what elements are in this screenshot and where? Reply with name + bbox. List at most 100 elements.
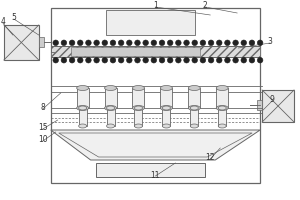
Ellipse shape [134, 124, 142, 128]
Circle shape [151, 40, 157, 46]
Bar [160, 88, 172, 108]
Circle shape [143, 40, 148, 46]
Circle shape [69, 57, 75, 63]
Circle shape [176, 57, 181, 63]
Ellipse shape [134, 106, 142, 110]
Circle shape [233, 40, 239, 46]
Ellipse shape [188, 86, 200, 90]
Bar [218, 108, 226, 126]
Bar [77, 88, 88, 108]
Ellipse shape [218, 124, 226, 128]
Circle shape [257, 57, 263, 63]
Ellipse shape [77, 106, 88, 110]
Bar [134, 108, 142, 126]
Bar [106, 10, 195, 35]
Circle shape [257, 40, 263, 46]
Ellipse shape [216, 106, 228, 110]
Bar [106, 108, 115, 126]
Circle shape [143, 57, 148, 63]
Circle shape [77, 57, 83, 63]
Bar [188, 88, 200, 108]
Bar [39, 37, 44, 47]
Text: 4: 4 [0, 18, 5, 26]
Circle shape [200, 57, 206, 63]
Circle shape [53, 57, 58, 63]
Text: 10: 10 [38, 136, 48, 144]
Circle shape [216, 40, 222, 46]
Circle shape [151, 57, 157, 63]
Ellipse shape [105, 106, 116, 110]
Circle shape [85, 40, 91, 46]
Circle shape [135, 57, 140, 63]
Text: 15: 15 [38, 123, 48, 132]
Text: 11: 11 [151, 170, 160, 180]
Bar [216, 88, 228, 108]
Polygon shape [51, 130, 260, 160]
Circle shape [61, 40, 67, 46]
Circle shape [69, 40, 75, 46]
Circle shape [216, 57, 222, 63]
Ellipse shape [77, 86, 88, 90]
Circle shape [53, 40, 58, 46]
Bar [51, 8, 260, 183]
Bar [105, 88, 116, 108]
Ellipse shape [160, 106, 172, 110]
Circle shape [94, 40, 99, 46]
Ellipse shape [216, 86, 228, 90]
Circle shape [225, 57, 230, 63]
Circle shape [159, 40, 165, 46]
Text: 8: 8 [40, 104, 45, 112]
Bar [4, 25, 39, 60]
Circle shape [200, 40, 206, 46]
Circle shape [85, 57, 91, 63]
Circle shape [241, 57, 247, 63]
Circle shape [135, 40, 140, 46]
Circle shape [118, 57, 124, 63]
Circle shape [127, 40, 132, 46]
Circle shape [249, 57, 255, 63]
Ellipse shape [105, 86, 116, 90]
Bar [51, 46, 260, 57]
Circle shape [77, 40, 83, 46]
Bar [133, 88, 145, 108]
Circle shape [159, 57, 165, 63]
Circle shape [249, 40, 255, 46]
Circle shape [102, 40, 108, 46]
Text: 9: 9 [270, 96, 274, 104]
Circle shape [176, 40, 181, 46]
Circle shape [184, 40, 189, 46]
Bar [257, 100, 262, 110]
Bar [190, 108, 198, 126]
Text: 2: 2 [203, 1, 208, 10]
Bar [79, 108, 87, 126]
Circle shape [167, 40, 173, 46]
Circle shape [192, 40, 197, 46]
Ellipse shape [190, 124, 198, 128]
Circle shape [233, 57, 239, 63]
Ellipse shape [190, 106, 198, 110]
Circle shape [102, 57, 108, 63]
Bar [162, 108, 170, 126]
Circle shape [94, 57, 99, 63]
Ellipse shape [106, 106, 115, 110]
Ellipse shape [162, 106, 170, 110]
Ellipse shape [133, 106, 145, 110]
Ellipse shape [79, 124, 87, 128]
Circle shape [127, 57, 132, 63]
Circle shape [208, 40, 214, 46]
Circle shape [118, 40, 124, 46]
Ellipse shape [218, 106, 226, 110]
Text: 1: 1 [153, 1, 158, 10]
Text: 3: 3 [268, 38, 272, 46]
Circle shape [184, 57, 189, 63]
Circle shape [208, 57, 214, 63]
Ellipse shape [106, 124, 115, 128]
Ellipse shape [162, 124, 170, 128]
Circle shape [241, 40, 247, 46]
Bar [96, 163, 205, 177]
Circle shape [110, 57, 116, 63]
Ellipse shape [160, 86, 172, 90]
Circle shape [225, 40, 230, 46]
Bar [71, 47, 200, 56]
Text: 12: 12 [206, 154, 215, 162]
